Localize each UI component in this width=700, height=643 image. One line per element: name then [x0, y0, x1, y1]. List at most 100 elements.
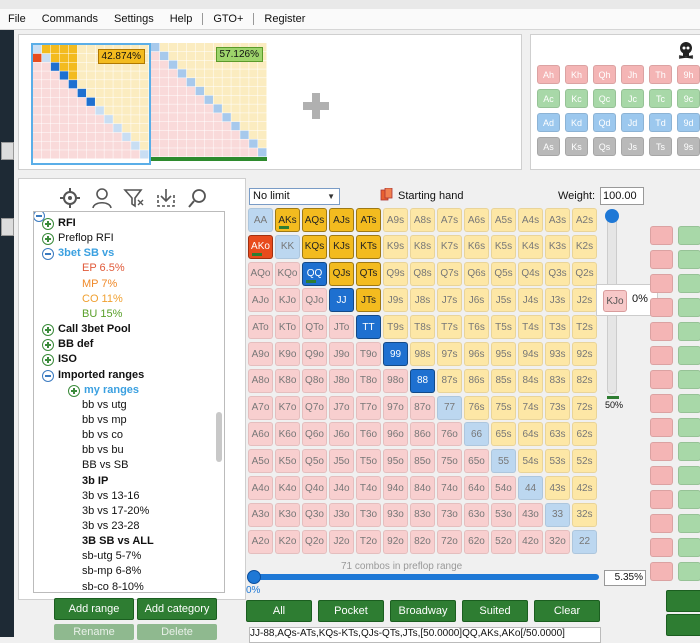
hand-cell[interactable]: 87o — [410, 395, 435, 420]
card-cell[interactable] — [678, 562, 700, 581]
card-cell[interactable] — [678, 322, 700, 341]
weight-slider-thumb[interactable] — [605, 209, 619, 223]
hand-cell[interactable]: A3s — [545, 208, 570, 232]
hand-cell[interactable]: 52s — [572, 449, 597, 474]
hand-cell[interactable]: 43o — [518, 502, 543, 527]
hand-cell[interactable]: T4s — [518, 315, 543, 340]
card-cell[interactable] — [678, 394, 700, 413]
tree-item[interactable]: 3bet SB vs — [42, 246, 114, 261]
hand-cell[interactable]: A8s — [410, 208, 435, 232]
plus-icon[interactable] — [301, 91, 331, 121]
hand-cell[interactable]: 54o — [491, 476, 516, 500]
hand-cell[interactable]: A9s — [383, 208, 408, 232]
hand-cell[interactable]: K4s — [518, 234, 543, 259]
hand-cell[interactable]: A5s — [491, 208, 516, 232]
hand-cell[interactable]: AA — [248, 208, 273, 232]
card-Ks[interactable]: Ks — [565, 137, 588, 156]
expand-icon[interactable] — [42, 339, 54, 352]
hand-cell[interactable]: 74s — [518, 395, 543, 420]
card-Tc[interactable]: Tc — [649, 89, 672, 108]
hand-cell[interactable]: 83s — [545, 368, 570, 393]
card-cell[interactable] — [650, 394, 673, 413]
clear-button[interactable]: Clear — [534, 600, 600, 622]
suited-button[interactable]: Suited — [462, 600, 528, 622]
card-cell[interactable] — [678, 514, 700, 533]
hand-cell[interactable]: 54s — [518, 449, 543, 474]
card-9s[interactable]: 9s — [677, 137, 700, 156]
hand-cell[interactable]: 63s — [545, 422, 570, 447]
hand-cell[interactable]: K6s — [464, 234, 489, 259]
hand-cell[interactable]: 99 — [383, 342, 408, 366]
tree-item[interactable]: 3B SB vs ALL — [82, 534, 154, 549]
card-Jh[interactable]: Jh — [621, 65, 644, 84]
card-cell[interactable] — [678, 538, 700, 557]
tree-item[interactable]: bb vs utg — [82, 398, 127, 413]
hand-cell[interactable]: T8s — [410, 315, 435, 340]
card-cell[interactable] — [678, 346, 700, 365]
hand-cell[interactable]: K6o — [275, 422, 300, 447]
card-9h[interactable]: 9h — [677, 65, 700, 84]
hand-cell[interactable]: J9o — [329, 342, 354, 366]
expand-icon[interactable] — [42, 354, 54, 367]
menu-file[interactable]: File — [8, 13, 26, 25]
tree-item[interactable]: bb vs mp — [82, 413, 127, 428]
hand-cell[interactable]: 86o — [410, 422, 435, 447]
hand-cell[interactable]: J3s — [545, 288, 570, 313]
hand-cell[interactable]: A4s — [518, 208, 543, 232]
tree-item[interactable]: 3b IP — [82, 474, 108, 489]
ra-button[interactable] — [666, 614, 700, 636]
hand-cell[interactable]: 32s — [572, 502, 597, 527]
hand-cell[interactable]: 66 — [464, 422, 489, 447]
tree-scrollbar[interactable] — [216, 412, 222, 462]
card-Kh[interactable]: Kh — [565, 65, 588, 84]
hand-cell[interactable]: Q7o — [302, 395, 327, 420]
tree-item[interactable]: 3b vs 17-20% — [82, 504, 149, 519]
hand-cell[interactable]: JTs — [356, 288, 381, 313]
card-cell[interactable] — [650, 298, 673, 317]
hand-cell[interactable]: K2s — [572, 234, 597, 259]
hand-cell[interactable]: QJs — [329, 261, 354, 286]
starting-hand-label[interactable]: Starting hand — [398, 190, 464, 202]
hand-cell[interactable]: A7s — [437, 208, 462, 232]
tree-item[interactable]: ISO — [42, 352, 77, 367]
hand-cell[interactable]: 72o — [437, 529, 462, 554]
hand-cell[interactable]: J3o — [329, 502, 354, 527]
hand-cell[interactable]: J2o — [329, 529, 354, 554]
delete-button[interactable]: Delete — [137, 624, 217, 640]
hand-cell[interactable]: K7o — [275, 395, 300, 420]
skull-icon[interactable] — [677, 41, 695, 59]
hand-cell[interactable]: QJo — [302, 288, 327, 313]
tree-item[interactable]: RFI — [42, 216, 76, 231]
hand-cell[interactable]: 43s — [545, 476, 570, 500]
hand-cell[interactable]: Q4s — [518, 261, 543, 286]
card-cell[interactable] — [678, 226, 700, 245]
hand-cell[interactable]: 44 — [518, 476, 543, 500]
add-category-button[interactable]: Add category — [137, 598, 217, 620]
card-Qc[interactable]: Qc — [593, 89, 616, 108]
hand-cell[interactable]: 93o — [383, 502, 408, 527]
hand-cell[interactable]: T8o — [356, 368, 381, 393]
hand-cell[interactable]: 82s — [572, 368, 597, 393]
hand-cell[interactable]: J8s — [410, 288, 435, 313]
hand-cell[interactable]: 82o — [410, 529, 435, 554]
hand-cell[interactable]: AKo — [248, 234, 273, 259]
hand-cell[interactable]: AQs — [302, 208, 327, 232]
hand-cell[interactable]: 96o — [383, 422, 408, 447]
hand-cell[interactable]: Q3s — [545, 261, 570, 286]
card-9c[interactable]: 9c — [677, 89, 700, 108]
hand-cell[interactable]: T7o — [356, 395, 381, 420]
collapse-icon[interactable] — [34, 212, 45, 222]
hand-cell[interactable]: QQ — [302, 261, 327, 286]
hand-cell[interactable]: 33 — [545, 502, 570, 527]
hand-cell[interactable]: 97o — [383, 395, 408, 420]
hand-cell[interactable]: 74o — [437, 476, 462, 500]
tree-item[interactable]: CO 11% — [82, 292, 123, 307]
card-cell[interactable] — [650, 346, 673, 365]
range-percent-input[interactable]: 5.35% — [604, 570, 646, 586]
hand-cell[interactable]: KJo — [275, 288, 300, 313]
card-cell[interactable] — [650, 442, 673, 461]
all-button[interactable]: All — [246, 600, 312, 622]
hand-cell[interactable]: JJ — [329, 288, 354, 313]
menu-settings[interactable]: Settings — [113, 13, 154, 25]
hand-cell[interactable]: T3o — [356, 502, 381, 527]
